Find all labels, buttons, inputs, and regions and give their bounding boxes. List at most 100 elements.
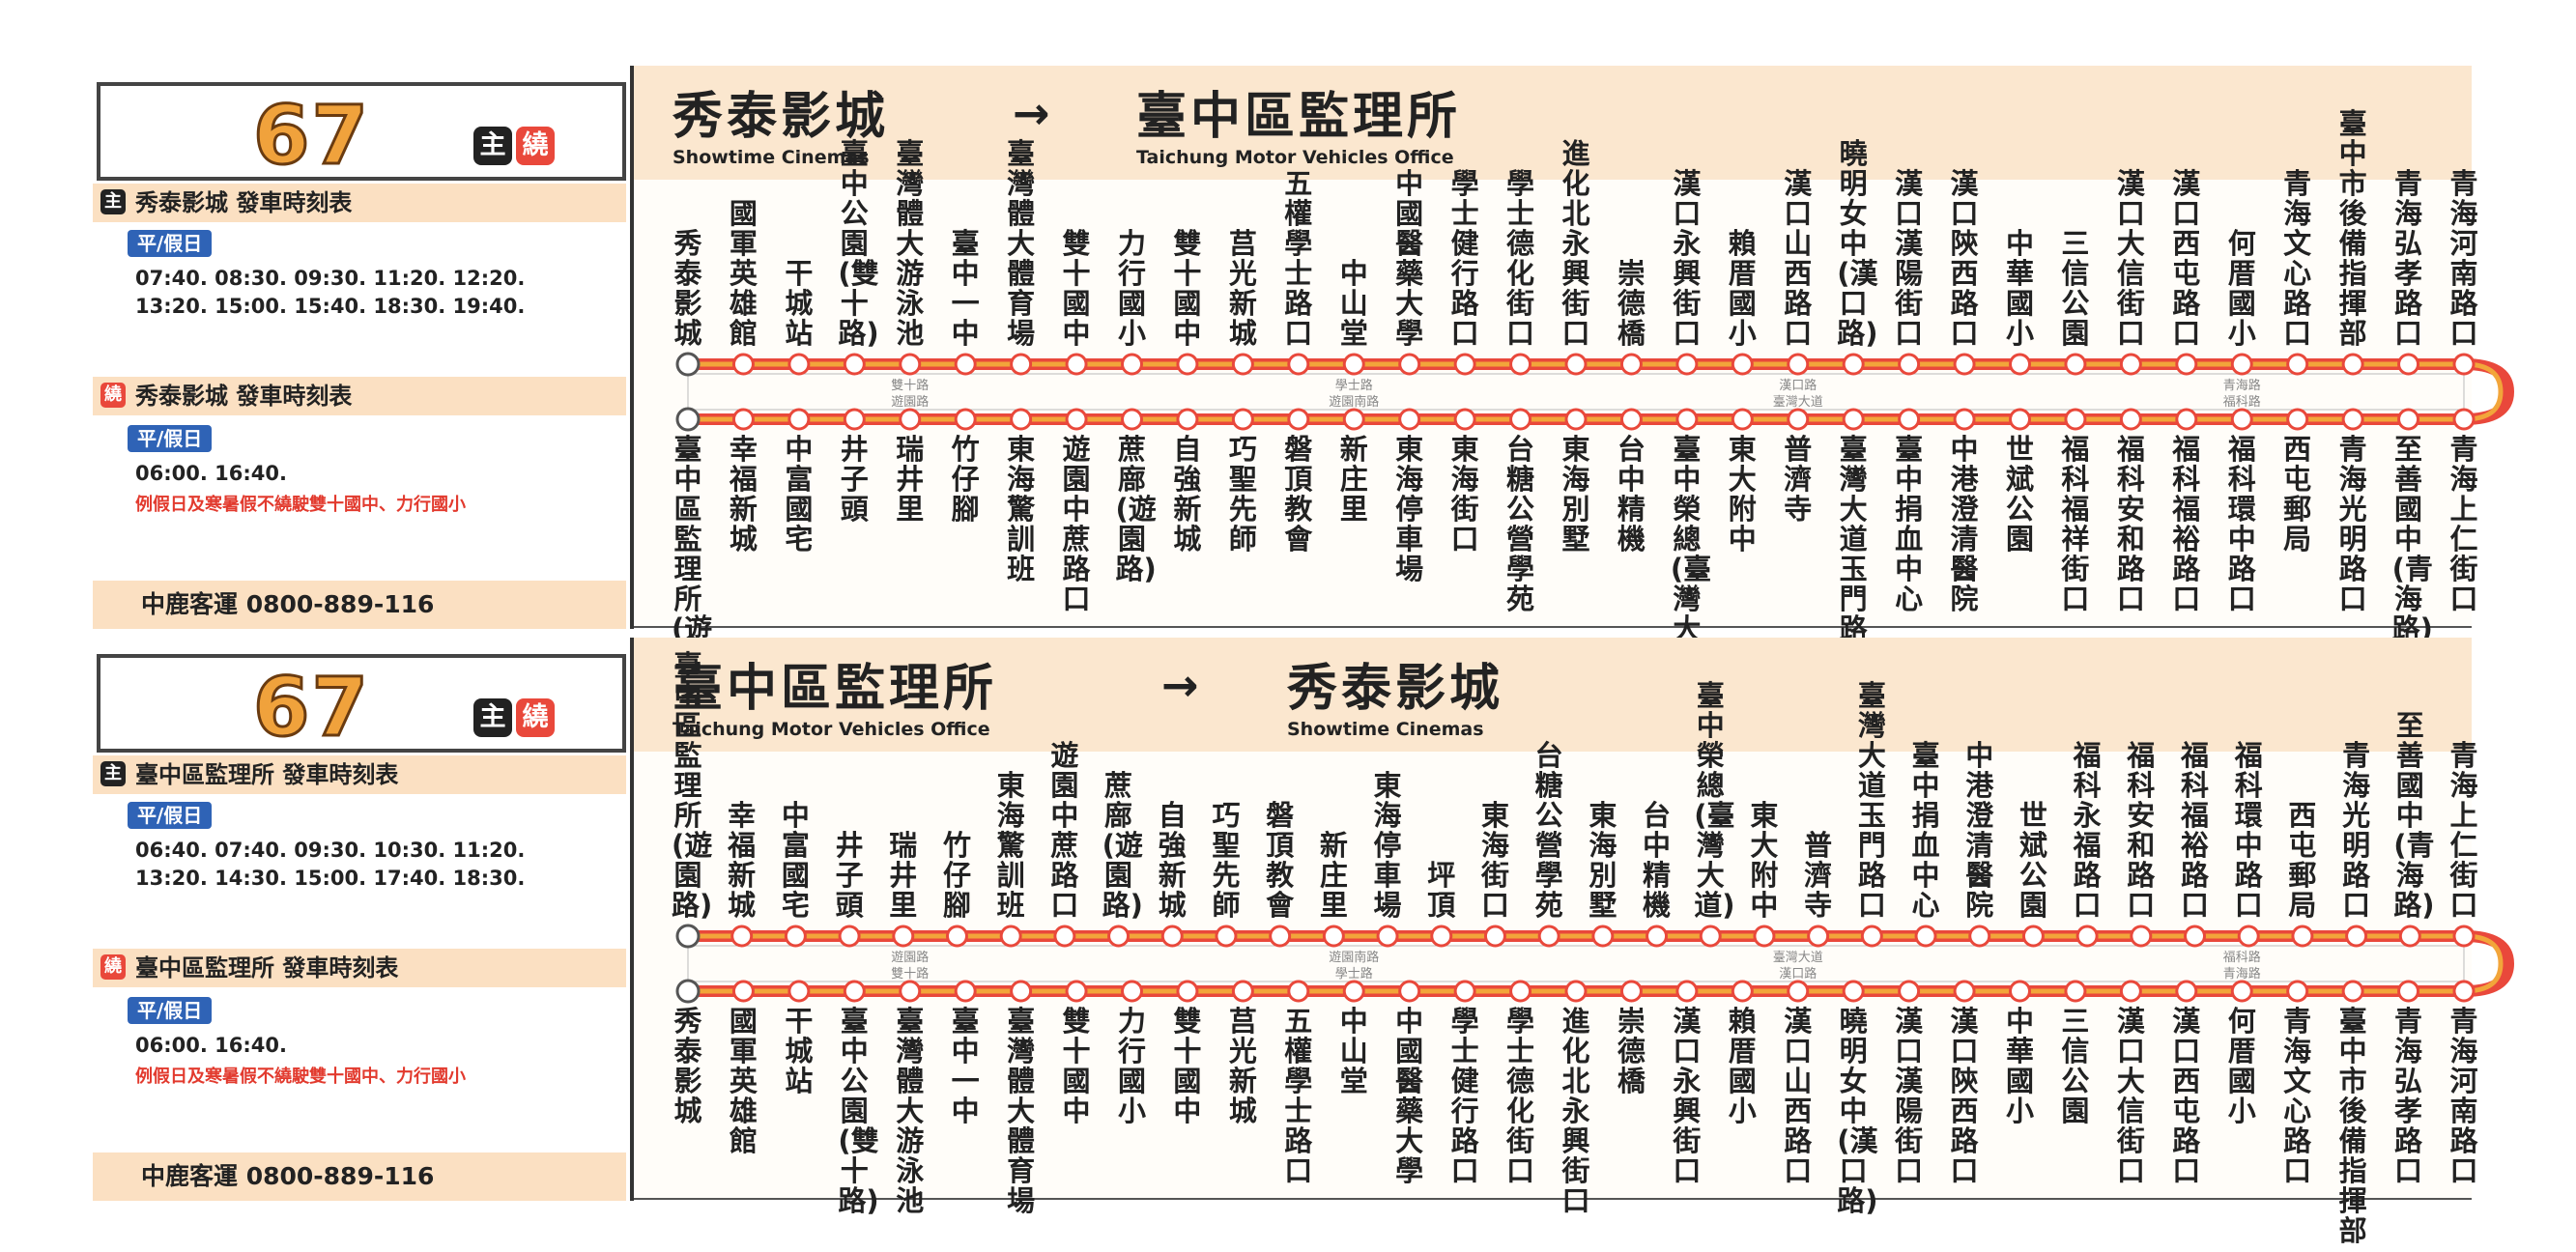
stop-marker: [1065, 980, 1088, 1003]
stop-marker: [1430, 925, 1453, 948]
stop-marker: [1564, 980, 1588, 1003]
road-name: 學士路: [1335, 378, 1373, 393]
stop-marker: [2119, 408, 2142, 431]
stop-marker: [1121, 980, 1143, 1003]
stop-name: 福科福裕路口: [2172, 433, 2201, 615]
stop-marker: [1398, 353, 1421, 376]
stop-marker: [2230, 408, 2253, 431]
stop-name: 井子頭: [835, 829, 864, 922]
stop-marker: [999, 925, 1022, 948]
stop-marker: [1787, 353, 1810, 376]
stop-name: 幸福新城: [729, 433, 758, 555]
stop-marker: [1342, 980, 1365, 1003]
stop-marker: [1646, 925, 1669, 948]
stop-marker: [2341, 408, 2364, 431]
stop-marker: [2291, 925, 2314, 948]
road-name: 遊園路: [891, 394, 929, 410]
stop-name: 東海驚訓班: [1007, 433, 1036, 585]
stop-marker: [1010, 980, 1033, 1003]
stop-name: 何厝國小: [2227, 1005, 2256, 1127]
stop-name: 中富國宅: [785, 433, 814, 555]
stop-marker: [1675, 980, 1699, 1003]
road-name: 福科路: [2223, 394, 2261, 410]
stop-marker: [1699, 925, 1722, 948]
stop-marker: [2175, 353, 2198, 376]
stop-name: 蔗廍(遊園路): [1102, 769, 1143, 922]
destination-title-en: Taichung Motor Vehicles Office: [1136, 147, 1454, 168]
operator-contact: 中鹿客運 0800-889-116: [93, 581, 626, 629]
stop-name: 漢口西屯路口: [2172, 1005, 2201, 1187]
stop-marker: [2230, 980, 2253, 1003]
route-number: 67: [252, 659, 370, 756]
stop-marker: [1398, 408, 1421, 431]
direction-arrow-icon: →: [1161, 659, 1199, 711]
operator-contact: 中鹿客運 0800-889-116: [93, 1152, 626, 1201]
stop-marker: [1453, 408, 1476, 431]
stop-name: 進化北永興街口: [1561, 1005, 1590, 1217]
stop-name: 中山堂: [1339, 257, 1368, 350]
stop-marker: [675, 352, 701, 377]
stop-name: 漢口西屯路口: [2172, 167, 2201, 350]
stop-marker: [2021, 925, 2045, 948]
stop-marker: [945, 925, 968, 948]
stop-name: 臺灣體大體育場: [1007, 137, 1036, 350]
stop-marker: [1176, 980, 1199, 1003]
stop-marker: [675, 979, 701, 1004]
stop-marker: [1287, 980, 1310, 1003]
stop-marker: [730, 925, 754, 948]
destination-title: 臺中區監理所: [1136, 88, 1462, 146]
stop-marker: [731, 353, 755, 376]
road-guide: [687, 945, 2465, 982]
stop-name: 三信公園: [2061, 1005, 2090, 1127]
main-route-icon: 主: [100, 761, 126, 786]
stop-marker: [2286, 980, 2309, 1003]
destination-title-en: Showtime Cinemas: [1287, 719, 1484, 740]
main-schedule-title: 主臺中區監理所 發車時刻表: [93, 755, 626, 794]
stop-name: 曉明女中(漢口路): [1837, 137, 1878, 350]
stop-name: 台糖公營學苑: [1534, 739, 1563, 922]
stop-marker: [1483, 925, 1506, 948]
stop-marker: [954, 980, 977, 1003]
stop-name: 青海光明路口: [2338, 433, 2367, 615]
stop-marker: [843, 980, 866, 1003]
stop-marker: [1342, 353, 1365, 376]
stop-marker: [1564, 353, 1588, 376]
road-guide: [687, 373, 2465, 411]
stop-name: 學士德化街口: [1506, 1005, 1535, 1187]
route-panel-outbound: 67 主 繞 主秀泰影城 發車時刻表 平/假日 07:40. 08:30. 09…: [93, 66, 2515, 704]
stop-name: 臺中區監理所(遊園路): [672, 649, 713, 922]
stop-name: 福科安和路口: [2116, 433, 2145, 615]
stop-name: 雙十國中: [1173, 227, 1202, 350]
stop-name: 崇德橋: [1617, 257, 1646, 350]
stop-marker: [843, 353, 866, 376]
direction-arrow-icon: →: [1013, 87, 1050, 139]
stop-name: 臺中公園(雙十路): [838, 1005, 879, 1217]
stop-name: 漢口永興街口: [1673, 1005, 1702, 1187]
road-name: 雙十路: [891, 966, 929, 982]
stop-marker: [2452, 980, 2476, 1003]
day-tag: 平/假日: [128, 997, 213, 1024]
stop-name: 青海光明路口: [2342, 739, 2371, 922]
stop-marker: [1121, 353, 1143, 376]
stop-marker: [1898, 353, 1921, 376]
stop-marker: [784, 925, 807, 948]
stop-name: 台中精機: [1643, 799, 1672, 922]
stop-name: 臺灣體大體育場: [1007, 1005, 1036, 1217]
stop-marker: [1675, 408, 1699, 431]
stop-marker: [1121, 408, 1143, 431]
origin-title: 秀泰影城: [673, 88, 890, 146]
stop-marker: [2397, 980, 2420, 1003]
stop-marker: [2452, 925, 2476, 948]
stop-marker: [1842, 353, 1865, 376]
road-name: 雙十路: [891, 378, 929, 393]
stop-marker: [892, 925, 915, 948]
stop-marker: [1914, 925, 1937, 948]
main-route-badge: 主: [473, 698, 512, 737]
stop-marker: [2009, 980, 2031, 1003]
stop-marker: [899, 353, 922, 376]
stop-name: 東海街口: [1450, 433, 1479, 555]
stop-name: 臺中榮總(臺灣大道): [1694, 679, 1735, 922]
header-band: [630, 638, 2472, 752]
header-band: [630, 66, 2472, 180]
stop-marker: [731, 980, 755, 1003]
